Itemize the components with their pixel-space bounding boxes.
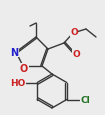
Text: HO: HO [11, 78, 26, 87]
Text: N: N [10, 48, 18, 58]
Text: Cl: Cl [81, 95, 91, 104]
Text: O: O [70, 28, 78, 37]
Text: O: O [20, 63, 28, 73]
Text: O: O [72, 50, 80, 59]
